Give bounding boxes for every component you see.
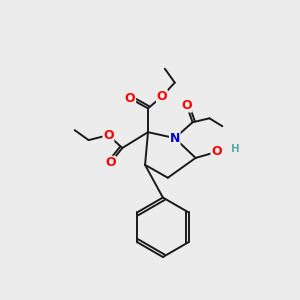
Text: O: O: [157, 90, 167, 103]
Text: O: O: [211, 146, 222, 158]
Text: O: O: [103, 129, 114, 142]
Text: O: O: [125, 92, 136, 105]
Text: N: N: [169, 132, 180, 145]
Text: O: O: [105, 156, 116, 170]
Text: O: O: [181, 99, 192, 112]
Text: H: H: [231, 144, 240, 154]
